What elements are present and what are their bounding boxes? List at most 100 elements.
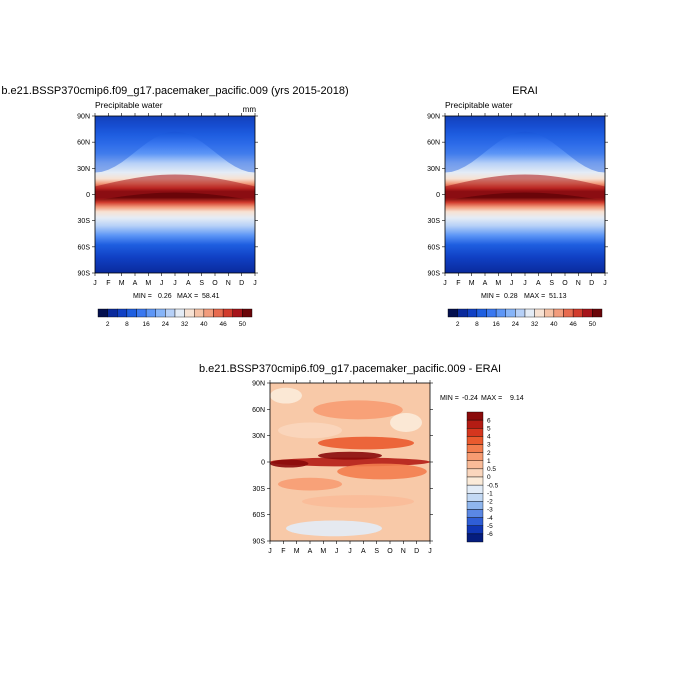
p3-x-tick-label: A — [308, 548, 313, 555]
p1-colorbar-label: 24 — [162, 321, 170, 328]
p1-colorbar-label: 46 — [220, 321, 228, 328]
p1-colorbar-swatch — [222, 308, 233, 318]
p3-colorbar-label: 2 — [487, 450, 491, 457]
p2-colorbar-label: 40 — [550, 321, 558, 328]
p1-y-tick-label: 90S — [78, 271, 91, 278]
p1-colorbar-swatch — [145, 308, 156, 318]
p1-y-tick-label: 0 — [86, 192, 90, 199]
panel-erai-plot-area — [444, 115, 606, 274]
p2-x-tick-label: O — [562, 280, 568, 287]
p3-x-tick-label: N — [401, 548, 406, 555]
panel-diff-min-label: MIN = — [440, 395, 459, 402]
p1-colorbar-swatch — [242, 308, 253, 318]
p2-colorbar-swatch — [544, 308, 555, 318]
p2-colorbar-swatch — [457, 308, 468, 318]
p3-colorbar-swatch — [466, 428, 484, 437]
p1-colorbar-label: 2 — [106, 321, 110, 328]
panel-erai-tropical-band — [445, 174, 605, 201]
p3-colorbar-swatch — [466, 525, 484, 535]
p2-colorbar-swatch — [553, 308, 564, 318]
p2-x-tick-label: N — [576, 280, 581, 287]
p3-colorbar-swatch — [466, 493, 484, 502]
p1-colorbar-swatch — [107, 308, 118, 318]
panel-diff-anomaly-region — [313, 400, 403, 420]
p3-x-tick-label: D — [414, 548, 419, 555]
p2-colorbar-swatch — [534, 308, 545, 318]
panel-diff-anomalies — [270, 387, 430, 537]
panel-erai-min-value: 0.28 — [504, 293, 518, 300]
p2-colorbar-label: 24 — [512, 321, 520, 328]
p3-colorbar-label: 4 — [487, 434, 491, 441]
panel-model-max-label: MAX = — [177, 293, 198, 300]
p3-colorbar-swatch — [466, 436, 484, 445]
panel-model-min-value: 0.26 — [158, 293, 172, 300]
p3-colorbar-label: 3 — [487, 442, 491, 449]
p2-x-tick-label: D — [589, 280, 594, 287]
p3-colorbar-swatch — [466, 460, 484, 470]
p2-x-tick-label: M — [495, 280, 501, 287]
panel-diff-anomaly-region — [390, 413, 422, 432]
p1-x-tick-label: J — [160, 280, 164, 287]
panel-erai: ERAI Precipitable water 90N 60N 30N 0 30S 60S… — [427, 85, 608, 328]
p3-y-tick-label: 60S — [253, 512, 266, 519]
p3-x-tick-label: J — [428, 548, 432, 555]
panel-model-colorbar: 2 8 16 24 32 40 46 50 — [97, 308, 253, 328]
p2-colorbar-swatch — [524, 308, 535, 318]
p3-colorbar-label: -0.5 — [487, 482, 499, 489]
p1-colorbar-swatch — [203, 308, 214, 318]
panel-erai-min-label: MIN = — [481, 293, 500, 300]
p2-x-tick-label: J — [443, 280, 447, 287]
p1-x-tick-label: S — [199, 280, 204, 287]
p2-colorbar-label: 2 — [456, 321, 460, 328]
p1-y-tick-label: 30N — [77, 166, 90, 173]
p2-y-tick-label: 90N — [427, 114, 440, 121]
p1-x-tick-label: A — [186, 280, 191, 287]
p3-colorbar-swatch — [466, 452, 484, 461]
p1-colorbar-swatch — [194, 308, 205, 318]
panel-diff-anomaly-region — [318, 436, 414, 450]
p3-y-tick-label: 90N — [252, 381, 265, 388]
p2-x-tick-label: J — [523, 280, 527, 287]
p3-x-tick-label: J — [335, 548, 339, 555]
p2-colorbar-swatch — [582, 308, 593, 318]
p3-colorbar-label: 5 — [487, 425, 491, 432]
p1-x-tick-label: J — [253, 280, 257, 287]
panel-model-min-label: MIN = — [133, 293, 152, 300]
p1-colorbar-swatch — [184, 308, 195, 318]
p2-colorbar-swatch — [447, 308, 458, 318]
panel-erai-title: ERAI — [512, 85, 538, 97]
p1-colorbar-swatch — [174, 308, 185, 318]
p3-y-tick-label: 0 — [261, 460, 265, 467]
p2-colorbar-label: 16 — [493, 321, 501, 328]
p2-x-tick-label: A — [483, 280, 488, 287]
p1-colorbar-swatch — [165, 308, 176, 318]
p1-colorbar-label: 32 — [181, 321, 189, 328]
p1-colorbar-swatch — [232, 308, 243, 318]
p3-colorbar-label: 0 — [487, 474, 491, 481]
p1-colorbar-swatch — [136, 308, 147, 318]
p3-colorbar-label: 6 — [487, 417, 491, 424]
panel-diff-anomaly-region — [337, 463, 427, 480]
p2-x-tick-label: F — [456, 280, 460, 287]
panel-diff-min-value: -0.24 — [462, 395, 478, 402]
p2-colorbar-label: 32 — [531, 321, 539, 328]
p1-x-tick-label: M — [119, 280, 125, 287]
panel-model-tropical-band — [95, 174, 255, 201]
panel-erai-max-label: MAX = — [524, 293, 545, 300]
p3-colorbar-swatch — [466, 444, 484, 453]
p2-colorbar-swatch — [505, 308, 516, 318]
p2-colorbar-label: 46 — [570, 321, 578, 328]
panel-model-field-label: Precipitable water — [95, 100, 163, 110]
p1-colorbar-swatch — [117, 308, 128, 318]
p2-colorbar-swatch — [592, 308, 603, 318]
panel-diff: b.e21.BSSP370cmip6.f09_g17.pacemaker_pac… — [199, 363, 524, 555]
p1-colorbar-label: 50 — [239, 321, 247, 328]
panel-diff-max-value: 9.14 — [510, 395, 524, 402]
p1-y-tick-label: 90N — [77, 114, 90, 121]
panel-diff-anomaly-region — [318, 451, 382, 460]
p3-colorbar-swatch — [466, 476, 484, 486]
p3-x-tick-label: M — [294, 548, 300, 555]
panel-model-plot-area — [94, 115, 256, 274]
p2-colorbar-swatch — [563, 308, 574, 318]
